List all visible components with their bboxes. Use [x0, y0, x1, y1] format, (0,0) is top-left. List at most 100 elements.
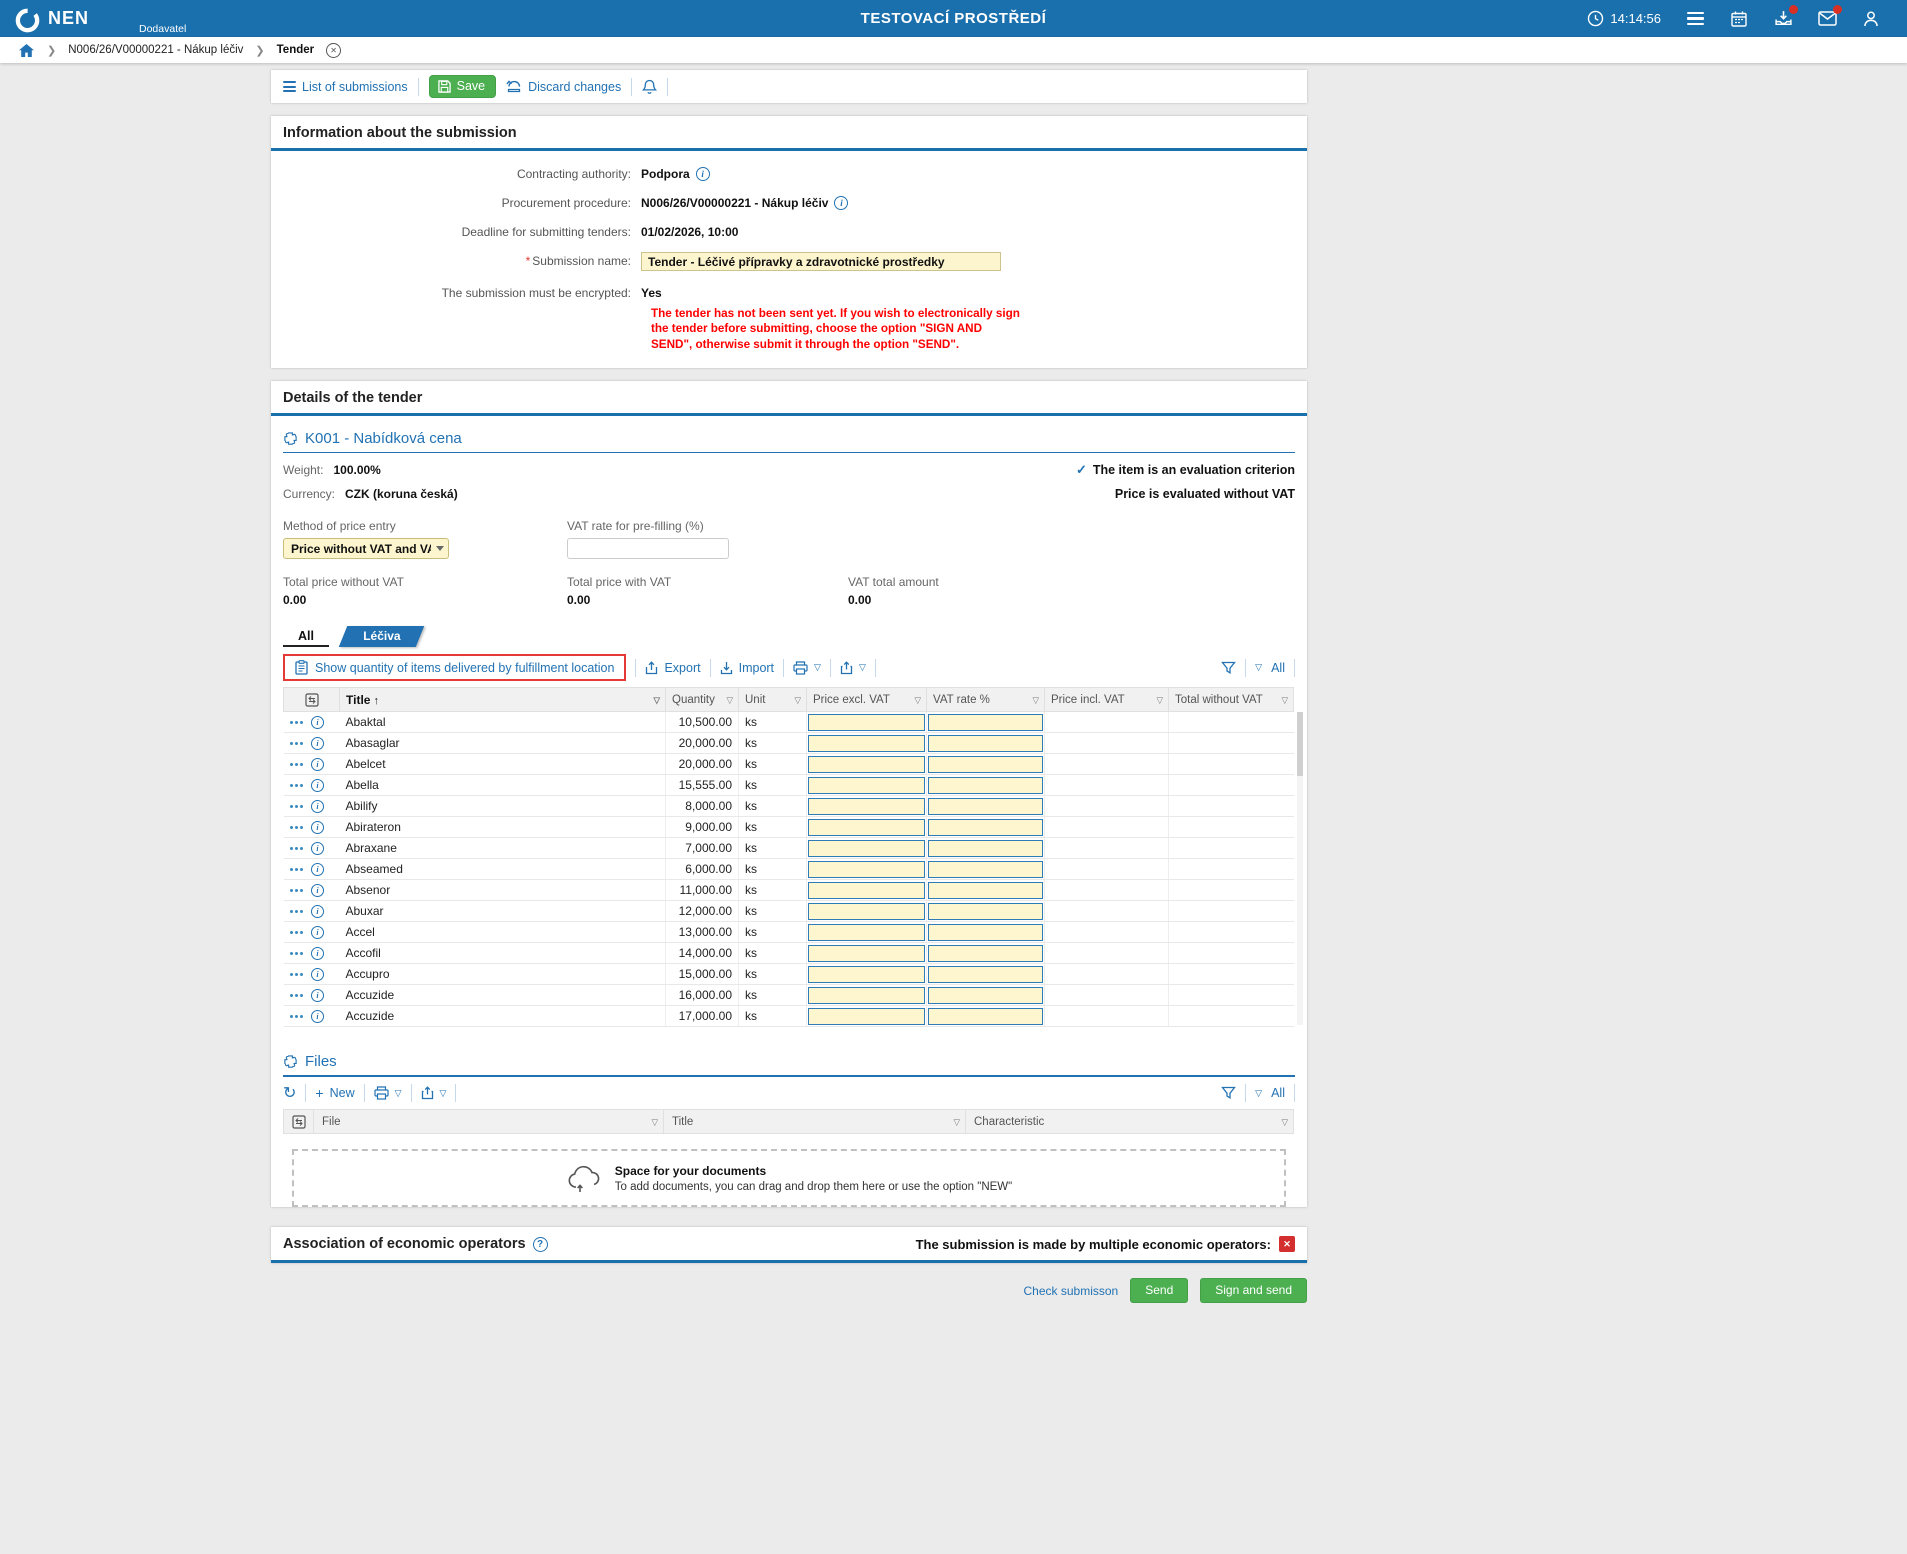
row-info-icon[interactable]: i — [311, 863, 324, 876]
row-menu-icon[interactable] — [290, 952, 304, 956]
row-menu-icon[interactable] — [290, 742, 304, 746]
vat-rate-input[interactable] — [928, 924, 1043, 941]
new-file-button[interactable]: +New — [315, 1085, 354, 1101]
vat-rate-input[interactable] — [928, 735, 1043, 752]
column-settings-header[interactable] — [284, 688, 340, 712]
save-button[interactable]: Save — [429, 75, 497, 98]
vat-rate-input[interactable] — [928, 861, 1043, 878]
row-menu-icon[interactable] — [290, 868, 304, 872]
price-excl-vat-input[interactable] — [808, 756, 925, 773]
check-submission-link[interactable]: Check submisson — [1024, 1284, 1119, 1298]
row-menu-icon[interactable] — [290, 805, 304, 809]
row-menu-icon[interactable] — [290, 931, 304, 935]
column-filter-icon[interactable]: ▽ — [726, 695, 733, 706]
help-icon[interactable]: ? — [533, 1237, 548, 1252]
breadcrumb-current-tab[interactable]: Tender — [277, 44, 315, 56]
price-excl-vat-input[interactable] — [808, 966, 925, 983]
column-filter-icon[interactable]: ▽ — [794, 695, 801, 706]
vat-rate-input[interactable] — [928, 777, 1043, 794]
vat-rate-input[interactable] — [928, 966, 1043, 983]
column-filter-icon[interactable]: ▽ — [1281, 1117, 1288, 1128]
info-icon[interactable]: i — [834, 196, 848, 210]
row-info-icon[interactable]: i — [311, 1010, 324, 1023]
row-info-icon[interactable]: i — [311, 737, 324, 750]
tab-leciva[interactable]: Léčiva — [339, 626, 425, 647]
submission-name-input[interactable] — [641, 252, 1001, 271]
price-excl-vat-input[interactable] — [808, 882, 925, 899]
price-excl-vat-input[interactable] — [808, 924, 925, 941]
row-info-icon[interactable]: i — [311, 716, 324, 729]
tab-all[interactable]: All — [283, 626, 329, 647]
column-filter-icon[interactable]: ▽ — [651, 1117, 658, 1128]
price-excl-vat-input[interactable] — [808, 945, 925, 962]
share-button[interactable]: ▽ — [840, 661, 866, 675]
files-show-all-link[interactable]: All — [1271, 1086, 1285, 1100]
app-logo[interactable]: NEN — [0, 3, 89, 34]
info-icon[interactable]: i — [696, 167, 710, 181]
row-info-icon[interactable]: i — [311, 758, 324, 771]
row-menu-icon[interactable] — [290, 994, 304, 998]
vat-rate-column-header[interactable]: VAT rate %▽ — [927, 688, 1045, 712]
notification-bell-icon[interactable] — [642, 79, 657, 95]
refresh-button[interactable]: ↻ — [283, 1083, 296, 1103]
vat-rate-input[interactable] — [928, 1008, 1043, 1025]
characteristic-column-header[interactable]: Characteristic▽ — [966, 1110, 1294, 1134]
row-info-icon[interactable]: i — [311, 821, 324, 834]
row-menu-icon[interactable] — [290, 1015, 304, 1019]
row-info-icon[interactable]: i — [311, 926, 324, 939]
home-icon[interactable] — [18, 43, 35, 58]
column-filter-icon[interactable]: ▽ — [1032, 695, 1039, 706]
row-info-icon[interactable]: i — [311, 989, 324, 1002]
calendar-button[interactable] — [1729, 9, 1749, 29]
vat-rate-input[interactable] — [928, 714, 1043, 731]
title-column-header[interactable]: Title↑▽ — [340, 688, 666, 712]
messages-button[interactable] — [1817, 9, 1837, 29]
row-menu-icon[interactable] — [290, 847, 304, 851]
price-excl-vat-input[interactable] — [808, 903, 925, 920]
column-filter-icon[interactable]: ▽ — [953, 1117, 960, 1128]
vat-rate-input[interactable] — [928, 945, 1043, 962]
user-profile-button[interactable] — [1861, 9, 1881, 29]
row-info-icon[interactable]: i — [311, 842, 324, 855]
file-column-header[interactable]: File▽ — [314, 1110, 664, 1134]
row-menu-icon[interactable] — [290, 826, 304, 830]
table-scrollbar[interactable] — [1297, 712, 1303, 1025]
unit-column-header[interactable]: Unit▽ — [739, 688, 807, 712]
row-menu-icon[interactable] — [290, 889, 304, 893]
price-excl-vat-input[interactable] — [808, 861, 925, 878]
quantity-column-header[interactable]: Quantity▽ — [666, 688, 739, 712]
row-info-icon[interactable]: i — [311, 884, 324, 897]
multiple-operators-no-toggle[interactable]: ✕ — [1279, 1236, 1295, 1252]
main-menu-button[interactable] — [1685, 9, 1705, 29]
method-of-price-entry-select[interactable]: Price without VAT and VAT rate — [283, 538, 449, 559]
column-filter-icon[interactable]: ▽ — [1281, 695, 1288, 706]
export-button[interactable]: Export — [645, 661, 700, 675]
price-excl-vat-input[interactable] — [808, 714, 925, 731]
files-print-button[interactable]: ▽ — [374, 1086, 402, 1100]
price-excl-vat-column-header[interactable]: Price excl. VAT▽ — [807, 688, 927, 712]
vat-rate-input[interactable] — [928, 840, 1043, 857]
price-excl-vat-input[interactable] — [808, 987, 925, 1004]
documents-dropzone[interactable]: Space for your documents To add document… — [292, 1149, 1286, 1207]
row-menu-icon[interactable] — [290, 721, 304, 725]
column-filter-icon[interactable]: ▽ — [1156, 695, 1163, 706]
vat-rate-input[interactable] — [928, 798, 1043, 815]
close-tab-icon[interactable]: ✕ — [326, 43, 341, 58]
row-info-icon[interactable]: i — [311, 905, 324, 918]
vat-rate-input[interactable] — [928, 882, 1043, 899]
files-column-settings-header[interactable] — [284, 1110, 314, 1134]
row-menu-icon[interactable] — [290, 763, 304, 767]
row-info-icon[interactable]: i — [311, 800, 324, 813]
filter-funnel-icon[interactable] — [1221, 1086, 1236, 1100]
sign-and-send-button[interactable]: Sign and send — [1200, 1278, 1307, 1303]
files-share-button[interactable]: ▽ — [421, 1086, 447, 1100]
price-excl-vat-input[interactable] — [808, 840, 925, 857]
price-excl-vat-input[interactable] — [808, 819, 925, 836]
price-excl-vat-input[interactable] — [808, 735, 925, 752]
filter-funnel-icon[interactable] — [1221, 661, 1236, 675]
price-excl-vat-input[interactable] — [808, 1008, 925, 1025]
row-menu-icon[interactable] — [290, 910, 304, 914]
price-excl-vat-input[interactable] — [808, 777, 925, 794]
vat-rate-input[interactable] — [928, 819, 1043, 836]
column-filter-icon[interactable]: ▽ — [653, 695, 660, 706]
